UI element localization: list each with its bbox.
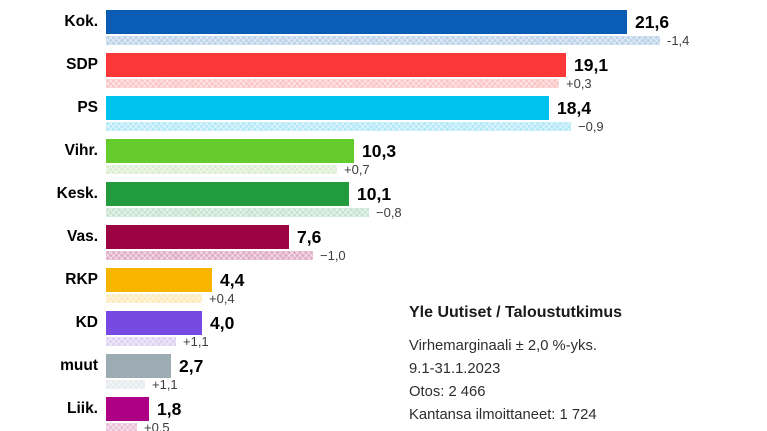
support-value-label: 4,4 [220,270,245,290]
support-value-label: 21,6 [635,12,670,32]
party-row: RKP 4,4 +0,4 [0,268,767,311]
party-label: SDP [66,56,98,73]
party-label: KD [75,314,98,331]
support-bar-previous [106,423,137,431]
support-bar-current [106,53,566,77]
support-bar-previous [106,294,202,303]
support-value-label: 7,6 [297,227,322,247]
support-bar-current [106,268,212,292]
respondents-line: Kantansa ilmoittaneet: 1 724 [409,407,597,423]
support-bar-previous [106,165,337,174]
change-label: −1,0 [320,248,346,263]
support-bar-current [106,139,354,163]
margin-of-error-line: Virhemarginaali ± 2,0 %-yks. [409,338,597,354]
support-bar-current [106,225,289,249]
support-value-label: 4,0 [210,313,235,333]
support-bar-current [106,397,149,421]
party-row: Liik. 1,8 +0.5 [0,397,767,431]
support-value-label: 19,1 [574,55,609,75]
source-title: Yle Uutiset / Taloustutkimus [409,304,623,321]
party-row: Vas. 7,6 −1,0 [0,225,767,268]
party-label: Kok. [64,13,98,30]
party-row: SDP 19,1 +0,3 [0,53,767,96]
support-bar-previous [106,337,176,346]
change-label: +0,3 [566,76,592,91]
party-label: RKP [65,271,98,288]
change-label: +1,1 [152,377,178,392]
party-label: Kesk. [56,185,98,202]
support-value-label: 10,1 [357,184,392,204]
party-label: Vas. [66,228,98,245]
support-bar-previous [106,251,313,260]
date-range-line: 9.1-31.1.2023 [409,361,501,377]
support-value-label: 10,3 [362,141,397,161]
support-bar-current [106,96,549,120]
support-bar-current [106,182,349,206]
change-label: +0,7 [344,162,370,177]
source-info-block: Yle Uutiset / Taloustutkimus Virhemargin… [409,303,759,427]
party-row: Kok. 21,6 -1,4 [0,10,767,53]
support-value-label: 18,4 [557,98,592,118]
support-bar-current [106,311,202,335]
party-row: Kesk. 10,1 −0,8 [0,182,767,225]
party-label: Liik. [66,400,98,417]
support-bar-current [106,10,627,34]
change-label: +0.5 [144,420,170,431]
party-label: Vihr. [64,142,98,159]
party-row: PS 18,4 −0,9 [0,96,767,139]
support-bar-previous [106,122,571,131]
party-label: muut [60,357,98,374]
change-label: −0,8 [376,205,402,220]
support-value-label: 1,8 [157,399,182,419]
change-label: +1,1 [183,334,209,349]
sample-size-line: Otos: 2 466 [409,384,486,400]
party-row: muut 2,7 +1,1 [0,354,767,397]
support-value-label: 2,7 [179,356,204,376]
party-row: KD 4,0 +1,1 [0,311,767,354]
support-bar-previous [106,208,369,217]
change-label: −0,9 [578,119,604,134]
party-label: PS [77,99,98,116]
change-label: +0,4 [209,291,235,306]
support-bar-current [106,354,171,378]
support-bar-previous [106,36,660,45]
party-row: Vihr. 10,3 +0,7 [0,139,767,182]
support-bar-previous [106,79,559,88]
change-label: -1,4 [667,33,690,48]
support-bar-previous [106,380,145,389]
